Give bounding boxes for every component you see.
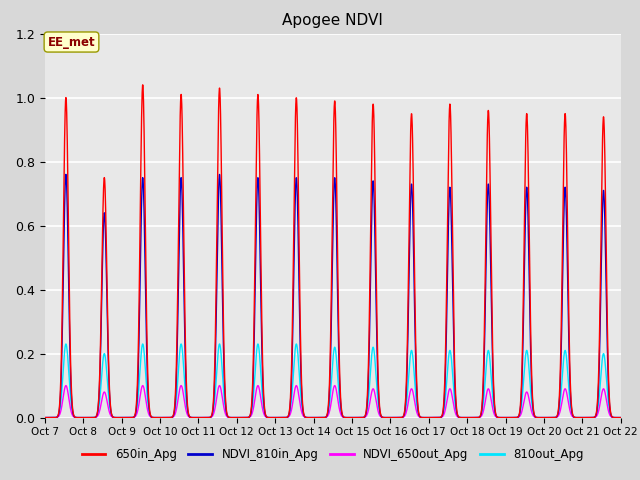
Line: 810out_Apg: 810out_Apg: [45, 344, 640, 418]
NDVI_650out_Apg: [525, 394, 532, 400]
NDVI_650out_Apg: [167, 415, 175, 420]
NDVI_810in_Apg: [486, 203, 493, 208]
810out_Apg: [41, 415, 49, 420]
650in_Apg: [525, 186, 532, 192]
650in_Apg: [41, 415, 49, 420]
NDVI_810in_Apg: [562, 187, 570, 192]
NDVI_650out_Apg: [486, 388, 493, 394]
650in_Apg: [562, 114, 570, 120]
650in_Apg: [167, 415, 175, 420]
Line: NDVI_810in_Apg: NDVI_810in_Apg: [45, 174, 640, 418]
NDVI_810in_Apg: [62, 171, 70, 177]
810out_Apg: [431, 415, 439, 420]
NDVI_810in_Apg: [431, 415, 439, 420]
NDVI_810in_Apg: [525, 241, 532, 247]
NDVI_810in_Apg: [41, 415, 49, 420]
Legend: 650in_Apg, NDVI_810in_Apg, NDVI_650out_Apg, 810out_Apg: 650in_Apg, NDVI_810in_Apg, NDVI_650out_A…: [77, 443, 589, 466]
Title: Apogee NDVI: Apogee NDVI: [282, 13, 383, 28]
Line: NDVI_650out_Apg: NDVI_650out_Apg: [45, 385, 640, 418]
650in_Apg: [431, 415, 439, 420]
Text: EE_met: EE_met: [48, 36, 95, 48]
810out_Apg: [562, 348, 570, 354]
NDVI_650out_Apg: [41, 415, 49, 420]
650in_Apg: [486, 136, 493, 142]
NDVI_650out_Apg: [62, 383, 70, 388]
NDVI_650out_Apg: [562, 386, 570, 392]
810out_Apg: [167, 415, 175, 420]
810out_Apg: [525, 360, 532, 366]
NDVI_650out_Apg: [431, 415, 439, 420]
NDVI_810in_Apg: [167, 415, 175, 420]
Line: 650in_Apg: 650in_Apg: [45, 85, 640, 418]
810out_Apg: [62, 341, 70, 347]
810out_Apg: [486, 352, 493, 358]
650in_Apg: [139, 82, 147, 88]
